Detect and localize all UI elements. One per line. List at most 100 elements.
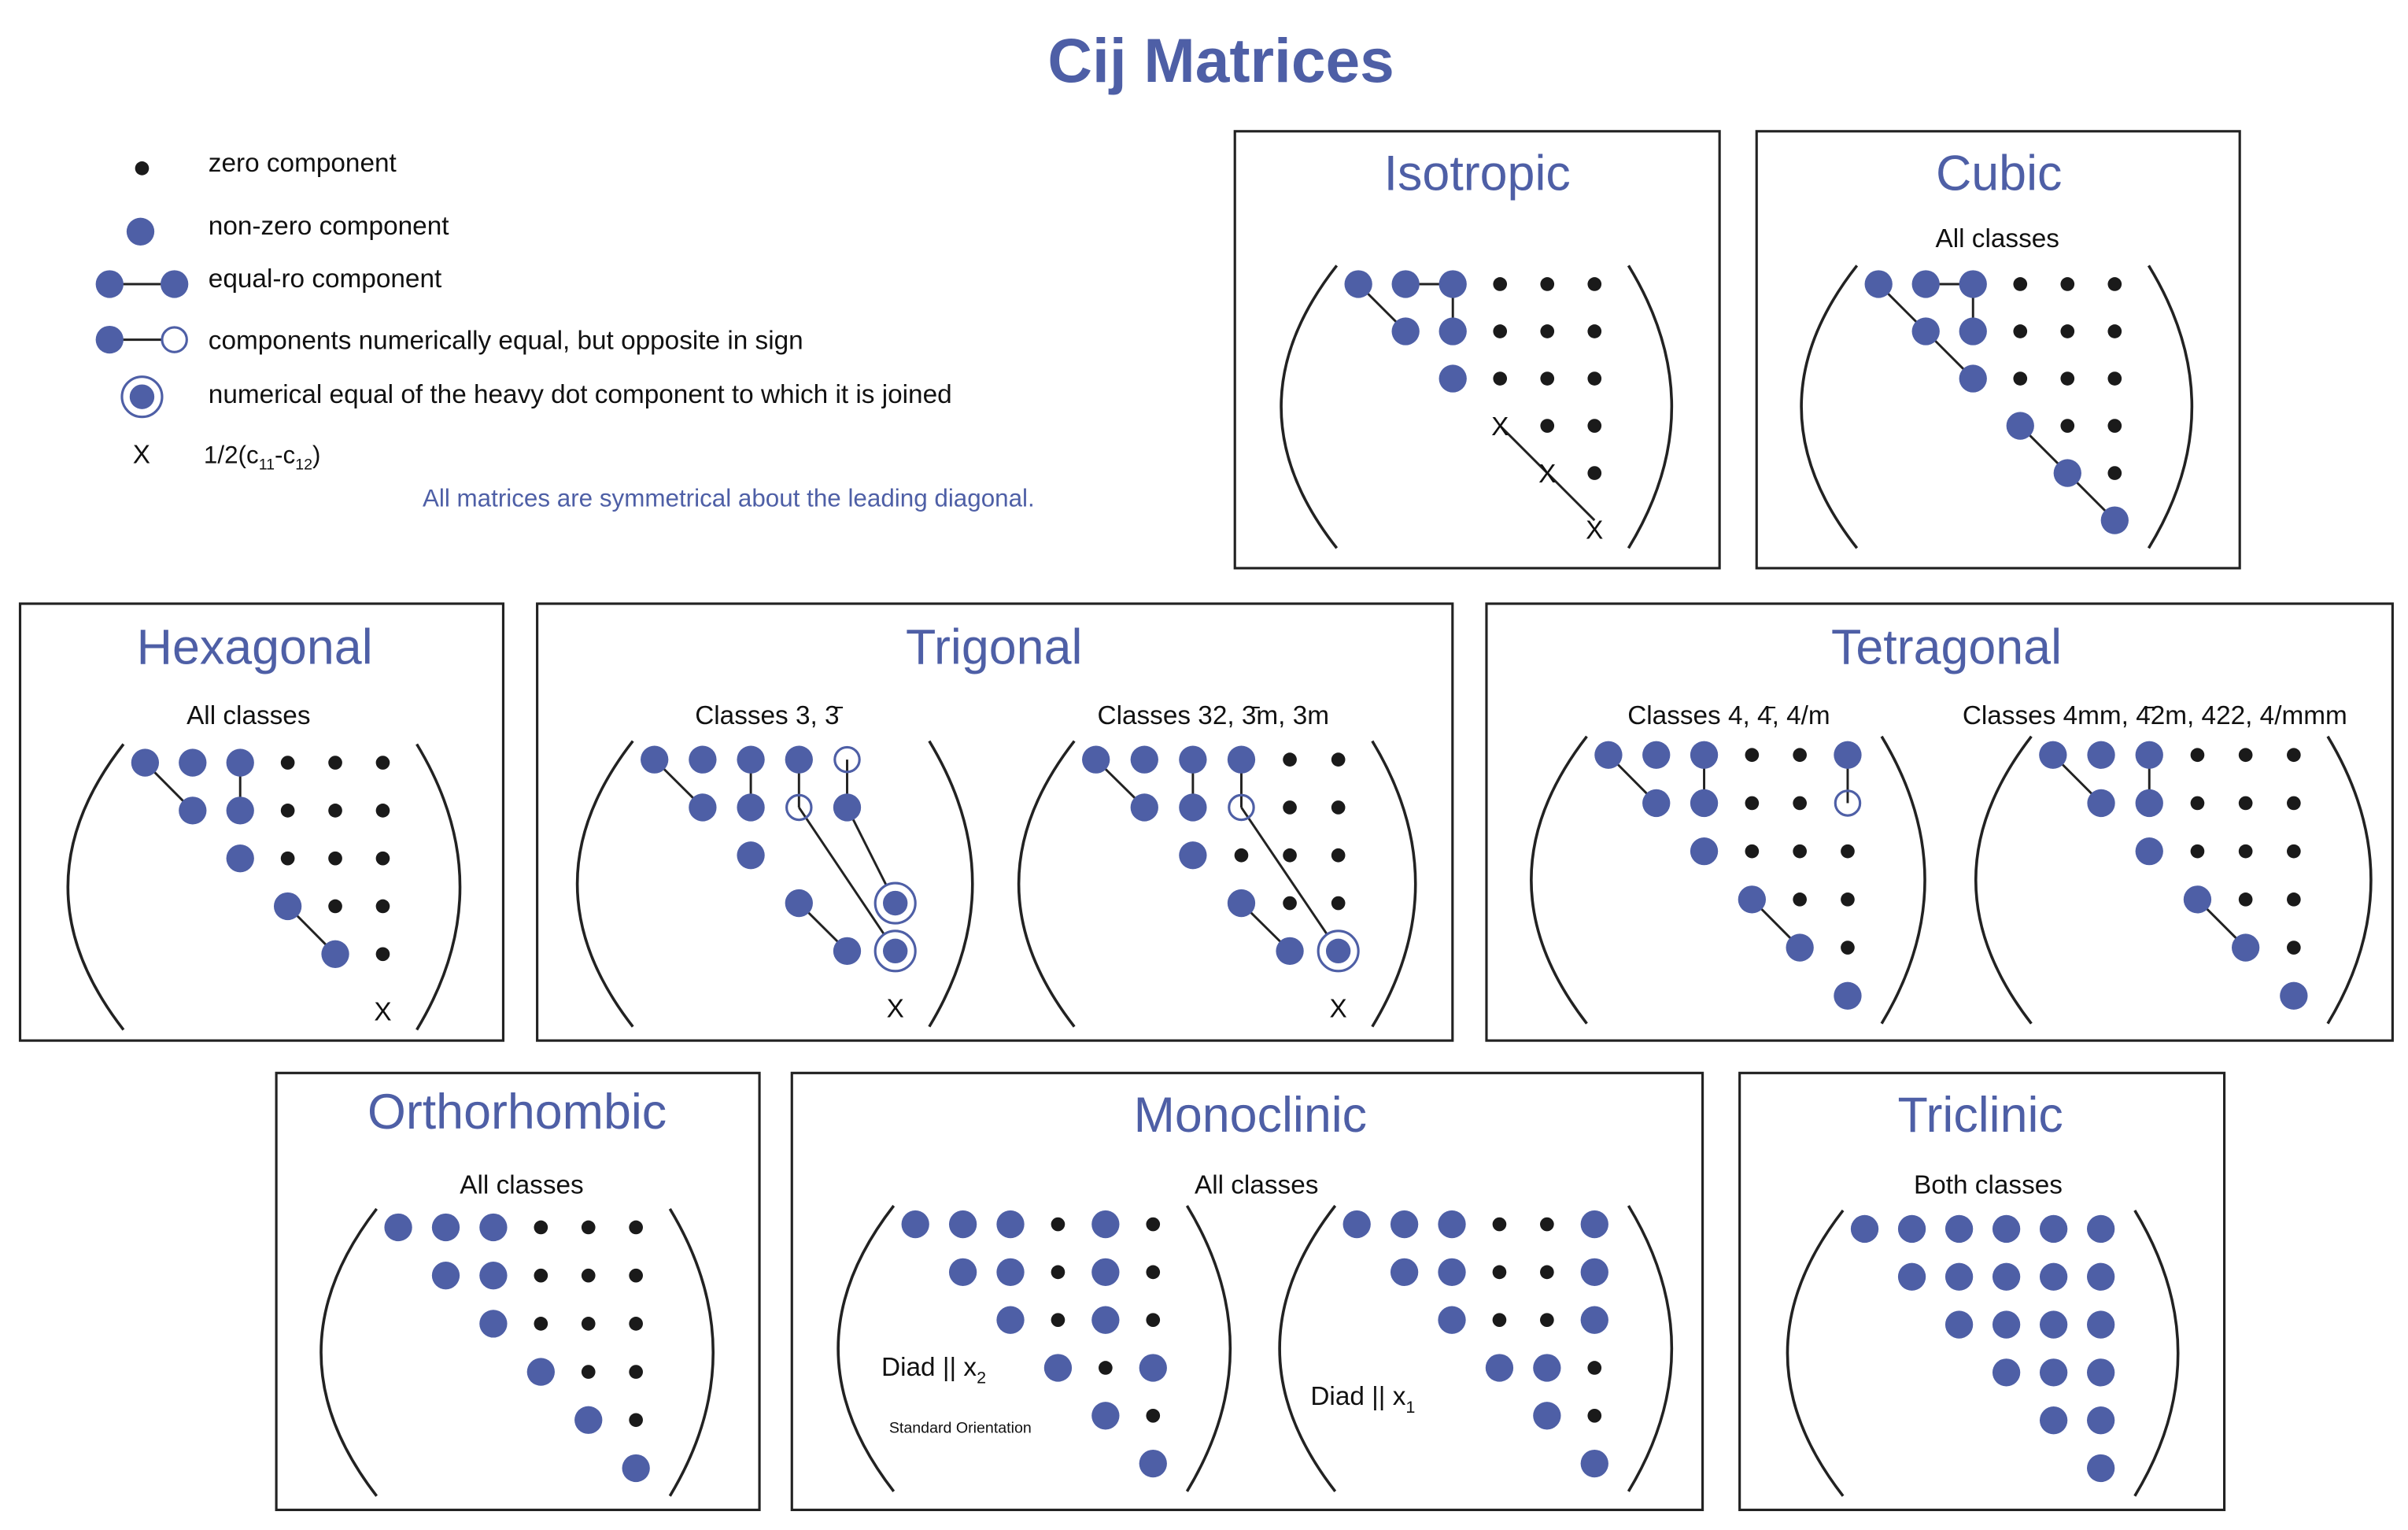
nonzero-component — [1091, 1210, 1120, 1239]
matrix-cubic — [1800, 264, 2194, 549]
zero-component — [2107, 324, 2122, 338]
right-bracket — [2147, 264, 2194, 549]
zero-component — [1283, 800, 1297, 815]
nonzero-component — [1082, 745, 1110, 774]
nonzero-component — [1738, 885, 1766, 914]
zero-component — [2013, 324, 2028, 338]
zero-component — [2060, 371, 2075, 386]
panel-title: Triclinic — [1897, 1088, 2063, 1143]
nonzero-component — [1091, 1306, 1120, 1334]
page-title: Cij Matrices — [1047, 26, 1394, 95]
right-bracket — [2133, 1209, 2180, 1497]
zero-component — [2287, 844, 2301, 859]
nonzero-component — [833, 793, 862, 822]
panel-cubic: Cubic All classes — [1755, 130, 2241, 570]
zero-component — [2238, 844, 2253, 859]
nonzero-component — [1580, 1210, 1608, 1239]
opposite-sign-component — [1228, 793, 1255, 822]
zero-dot-icon — [135, 161, 150, 176]
matrix-tetragonal-b — [1974, 735, 2373, 1025]
zero-component — [1283, 848, 1297, 863]
matrix-trigonal-b: X — [1017, 740, 1417, 1028]
half-difference-component: X — [1330, 995, 1347, 1024]
opposite-sign-link-icon — [95, 325, 188, 354]
right-bracket — [1627, 1205, 1673, 1492]
zero-component — [2107, 419, 2122, 433]
zero-component — [2060, 277, 2075, 291]
nonzero-component — [1139, 1449, 1167, 1478]
nonzero-component — [689, 793, 717, 822]
nonzero-component — [948, 1210, 977, 1239]
nonzero-component — [2087, 1358, 2115, 1387]
zero-component — [2190, 796, 2205, 811]
nonzero-component — [1580, 1258, 1608, 1287]
zero-component — [1234, 848, 1249, 863]
right-bracket — [1185, 1205, 1232, 1492]
left-bracket — [1786, 1209, 1845, 1497]
symmetry-note: All matrices are symmetrical about the l… — [423, 484, 1035, 512]
zero-component — [2287, 941, 2301, 955]
nonzero-component — [1992, 1214, 2021, 1244]
standard-orientation-label: Standard Orientation — [889, 1419, 1032, 1436]
zero-component — [629, 1413, 643, 1428]
left-bracket — [1530, 735, 1588, 1025]
nonzero-component — [1642, 741, 1671, 769]
zero-component — [2060, 324, 2075, 338]
nonzero-component — [2280, 981, 2308, 1010]
nonzero-component — [1786, 933, 1814, 962]
nonzero-component — [1834, 981, 1862, 1010]
legend-label-nonzero: non-zero component — [209, 212, 449, 241]
panel-title: Hexagonal — [137, 620, 373, 675]
nonzero-component — [996, 1258, 1025, 1287]
nonzero-component — [1342, 1210, 1371, 1239]
left-bracket — [319, 1207, 379, 1497]
nonzero-component — [1439, 270, 1467, 298]
matrix-tetragonal-a — [1530, 735, 1926, 1025]
legend-label-equal: equal-ro component — [209, 264, 442, 294]
nonzero-component — [1864, 270, 1893, 298]
nonzero-component — [1944, 1262, 1974, 1291]
nonzero-component — [2006, 412, 2034, 440]
nonzero-component — [1850, 1214, 1879, 1244]
panel-title: Cubic — [1936, 146, 2062, 201]
nonzero-component — [1344, 270, 1372, 298]
nonzero-component — [2087, 1310, 2115, 1339]
legend-label-circled: numerical equal of the heavy dot compone… — [209, 380, 952, 409]
nonzero-component — [1992, 1358, 2021, 1387]
nonzero-component — [1594, 741, 1623, 769]
nonzero-component — [1091, 1402, 1120, 1430]
zero-component — [1793, 748, 1807, 763]
nonzero-component — [2135, 789, 2163, 818]
nonzero-component — [2231, 933, 2260, 962]
half-difference-component: X — [374, 998, 391, 1027]
zero-component — [1492, 1217, 1507, 1232]
nonzero-component — [2135, 741, 2163, 769]
nonzero-component — [1179, 745, 1207, 774]
zero-component — [581, 1268, 596, 1283]
right-bracket — [1371, 740, 1417, 1028]
zero-component — [1051, 1313, 1066, 1327]
nonzero-component — [431, 1213, 460, 1242]
nonzero-component — [737, 841, 765, 870]
nonzero-component — [1390, 1258, 1419, 1287]
zero-component — [1283, 896, 1297, 911]
nonzero-component — [689, 745, 717, 774]
matrix-monoclinic-b — [1278, 1204, 1673, 1492]
zero-component — [2190, 748, 2205, 763]
zero-component — [328, 804, 342, 818]
panel-tetragonal: Tetragonal Classes 4, 4̄, 4/m Classes 4m… — [1485, 602, 2394, 1042]
nonzero-component — [1533, 1402, 1561, 1430]
zero-component — [1493, 371, 1508, 386]
zero-component — [1540, 371, 1555, 386]
zero-component — [1146, 1408, 1161, 1423]
panel-subtitle-b: Classes 32, 3̄m, 3m — [1098, 701, 1330, 730]
zero-component — [534, 1268, 548, 1283]
nonzero-component — [1439, 364, 1467, 393]
left-bracket — [1280, 264, 1339, 549]
zero-component — [1841, 844, 1855, 859]
zero-component — [375, 851, 390, 866]
nonzero-dot-icon — [126, 217, 155, 246]
zero-component — [534, 1220, 548, 1235]
panel-title: Trigonal — [906, 620, 1082, 675]
circled-component — [1317, 929, 1360, 973]
